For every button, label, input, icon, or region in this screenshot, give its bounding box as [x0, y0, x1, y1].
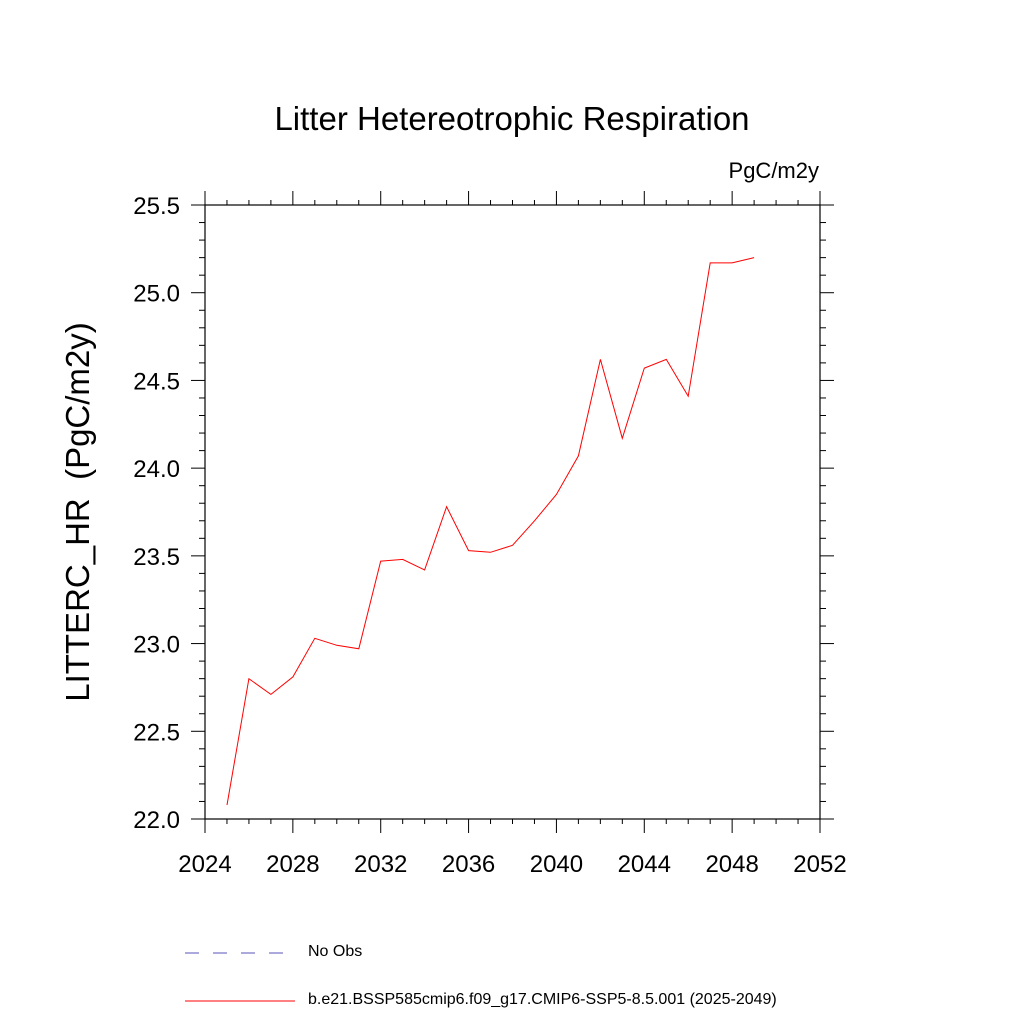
axis-ticks: [191, 191, 834, 833]
y-tick-label: 24.5: [133, 368, 180, 395]
x-tick-label: 2036: [442, 851, 495, 878]
x-tick-label: 2044: [618, 851, 671, 878]
chart-title: Litter Hetereotrophic Respiration: [274, 100, 750, 137]
x-tick-label: 2028: [266, 851, 319, 878]
y-tick-label: 22.0: [133, 807, 180, 834]
y-tick-label: 25.0: [133, 281, 180, 308]
x-tick-label: 2052: [793, 851, 846, 878]
x-tick-label: 2040: [530, 851, 583, 878]
x-tick-label: 2048: [705, 851, 758, 878]
y-tick-label: 23.0: [133, 632, 180, 659]
y-tick-label: 23.5: [133, 544, 180, 571]
plot-frame: [204, 204, 821, 820]
y-tick-label: 24.0: [133, 456, 180, 483]
axis-tick-labels: 2024 2028 2032 2036 2040 2044 2048 2052 22.0 22.5…: [133, 193, 846, 878]
y-tick-label: 22.5: [133, 719, 180, 746]
y-axis-label: LITTERC_HR (PgC/m2y): [59, 322, 96, 702]
units-label: PgC/m2y: [728, 158, 819, 183]
y-tick-label: 25.5: [133, 193, 180, 220]
legend-label-no-obs: No Obs: [308, 943, 363, 960]
legend-label-ssp585: b.e21.BSSP585cmip6.f09_g17.CMIP6-SSP5-8.…: [308, 991, 777, 1008]
x-tick-label: 2032: [354, 851, 407, 878]
series-layer: [226, 257, 755, 806]
series-line-0: [226, 257, 755, 806]
x-tick-label: 2024: [178, 851, 231, 878]
